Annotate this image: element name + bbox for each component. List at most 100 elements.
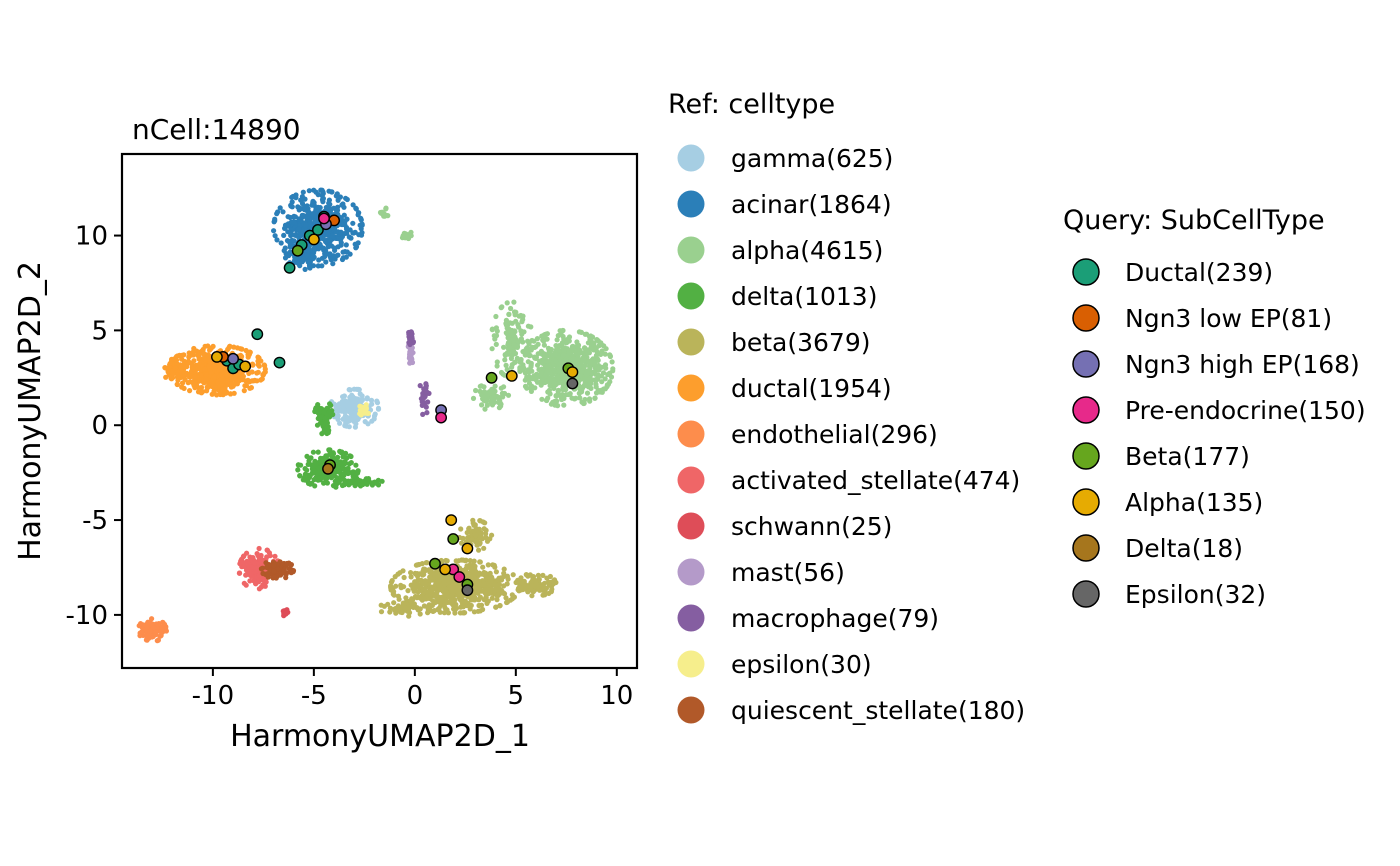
ref-point xyxy=(342,461,348,467)
ref-point xyxy=(341,393,347,399)
ref-point xyxy=(523,572,529,578)
ref-point xyxy=(425,591,431,597)
ref-point xyxy=(337,194,343,200)
ref-point xyxy=(289,199,295,205)
ref-cluster xyxy=(456,517,495,553)
ref-point xyxy=(454,588,460,594)
ref-point xyxy=(310,449,316,455)
ref-point xyxy=(287,214,293,221)
ref-point xyxy=(509,596,515,602)
ref-point xyxy=(246,567,252,573)
ref-point xyxy=(342,480,348,487)
ref-point xyxy=(353,403,359,409)
ref-point xyxy=(546,387,553,393)
ref-point xyxy=(247,578,253,584)
ref-point xyxy=(343,254,349,260)
ref-point xyxy=(475,572,481,578)
ref-point xyxy=(313,212,319,218)
ref-point xyxy=(204,388,210,394)
ref-point xyxy=(481,545,487,551)
ref-point xyxy=(375,405,382,411)
ref-point xyxy=(588,371,594,377)
ref-point xyxy=(258,358,264,364)
ref-point xyxy=(190,381,197,387)
ref-point xyxy=(265,571,271,577)
ref-point xyxy=(477,540,483,546)
ref-point xyxy=(493,313,499,320)
ref-point xyxy=(546,348,552,354)
ref-cluster xyxy=(136,616,169,644)
ref-point xyxy=(476,578,482,584)
ref-point xyxy=(198,372,204,378)
ref-point xyxy=(544,397,550,404)
ref-point xyxy=(509,364,515,370)
ref-point xyxy=(339,472,345,478)
ref-point xyxy=(420,568,426,575)
ref-point xyxy=(535,583,541,590)
ref-point xyxy=(602,362,609,368)
ref-cluster xyxy=(513,572,559,599)
ref-point xyxy=(422,578,428,584)
ref-point xyxy=(485,562,491,568)
ref-point xyxy=(529,593,535,599)
ref-point xyxy=(554,398,560,404)
ref-point xyxy=(573,395,579,401)
ref-point xyxy=(466,526,472,532)
ref-point xyxy=(332,247,338,253)
ref-point xyxy=(512,359,518,365)
ref-point xyxy=(511,299,517,305)
ref-point xyxy=(335,244,341,250)
ref-point xyxy=(501,344,507,350)
ref-point xyxy=(544,368,551,374)
ref-point xyxy=(295,467,301,473)
ref-point xyxy=(530,376,536,382)
ref-point xyxy=(307,481,313,487)
ref-point xyxy=(334,191,340,197)
ref-point xyxy=(508,305,514,312)
ref-point xyxy=(481,582,487,588)
ref-point xyxy=(316,465,322,472)
ref-point xyxy=(353,245,359,251)
ref-point xyxy=(493,604,499,610)
ref-point xyxy=(517,359,523,365)
ref-point xyxy=(528,347,534,353)
ref-point xyxy=(337,420,343,426)
ref-point xyxy=(525,359,531,365)
ref-point xyxy=(428,576,434,582)
ref-cluster xyxy=(489,299,535,380)
ref-point xyxy=(316,246,322,252)
ref-point xyxy=(541,342,548,348)
ref-point xyxy=(288,562,294,568)
ref-point xyxy=(359,398,365,404)
ref-point xyxy=(278,240,284,246)
ref-point xyxy=(393,583,399,589)
ref-point xyxy=(145,619,151,625)
ref-point xyxy=(594,337,600,343)
ref-point xyxy=(414,605,420,611)
ref-point xyxy=(414,562,420,568)
ref-point xyxy=(179,384,185,390)
ref-point xyxy=(496,581,502,588)
ref-point xyxy=(177,367,184,373)
ref-point xyxy=(564,339,570,345)
ref-point xyxy=(167,361,173,367)
ref-point xyxy=(471,558,477,564)
ref-cluster xyxy=(327,386,382,430)
ref-point xyxy=(582,396,588,403)
ref-point xyxy=(317,242,323,248)
ref-point xyxy=(208,369,214,375)
ref-point xyxy=(578,329,585,335)
ref-point xyxy=(401,574,407,581)
ref-point xyxy=(581,345,588,351)
ref-point xyxy=(190,366,196,372)
ref-point xyxy=(587,375,593,381)
ref-point xyxy=(162,365,168,371)
ref-point xyxy=(319,197,326,203)
ref-point xyxy=(336,461,343,467)
ref-point xyxy=(436,578,442,584)
ref-point xyxy=(498,305,504,311)
ref-point xyxy=(489,390,495,396)
ref-point xyxy=(472,538,479,545)
ref-point xyxy=(241,388,247,394)
